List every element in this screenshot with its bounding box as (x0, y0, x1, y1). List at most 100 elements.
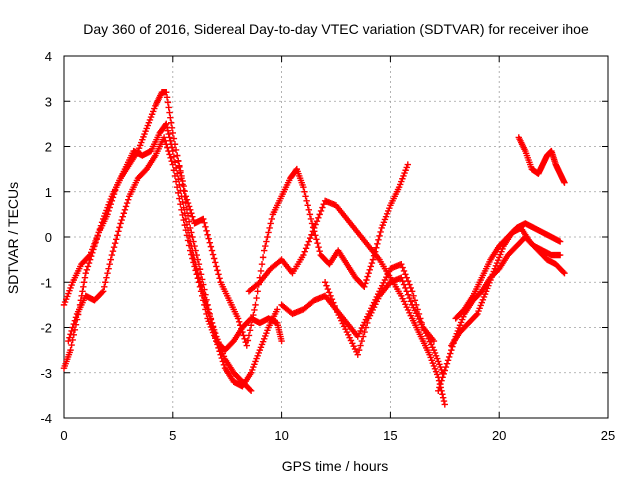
data-point (163, 89, 170, 96)
data-point-dense (116, 224, 123, 231)
data-point-dense (313, 236, 320, 243)
data-point-dense (309, 228, 317, 235)
data-point-dense (202, 306, 209, 313)
data-point-dense (106, 260, 113, 268)
data-point-dense (105, 207, 112, 215)
data-point-dense (188, 229, 195, 236)
data-point (252, 301, 259, 309)
data-point-dense (249, 316, 256, 324)
data-point-dense (66, 334, 73, 341)
data-point-dense (439, 391, 446, 398)
data-point-dense (376, 232, 383, 240)
data-point-dense (166, 109, 173, 116)
data-point (300, 184, 307, 191)
data-point-dense (235, 318, 243, 326)
data-point-dense (183, 232, 191, 239)
data-point-dense (324, 285, 332, 293)
data-point-dense (244, 337, 252, 344)
data-point-dense (250, 311, 257, 319)
data-point-dense (201, 219, 208, 227)
data-point-dense (314, 240, 321, 247)
data-point-dense (258, 260, 266, 268)
data-point-dense (403, 288, 410, 295)
data-point-dense (326, 289, 333, 296)
data-point-dense (163, 124, 171, 131)
data-point-dense (367, 263, 375, 270)
data-point-dense (188, 251, 195, 258)
data-point-dense (189, 233, 196, 241)
data-point-dense (330, 299, 337, 306)
data-point-dense (165, 104, 172, 111)
data-point-dense (113, 236, 120, 243)
data-point (260, 247, 268, 254)
x-tick-label: 0 (60, 428, 67, 443)
data-point-dense (203, 310, 210, 318)
series-track-g (321, 274, 438, 358)
data-point-dense (257, 267, 265, 275)
data-point-dense (403, 274, 410, 281)
data-point (117, 220, 124, 227)
data-point (82, 270, 89, 277)
data-point (163, 120, 170, 128)
data-point-dense (84, 263, 92, 270)
data-point-dense (307, 215, 315, 223)
data-point-dense (105, 265, 112, 272)
data-point-dense (104, 270, 111, 277)
x-axis-title: GPS time / hours (282, 458, 389, 474)
data-point-dense (263, 238, 270, 245)
data-point-dense (198, 292, 206, 300)
data-point-dense (406, 281, 413, 288)
data-point-dense (80, 283, 87, 290)
data-point-dense (237, 322, 244, 329)
data-point-dense (123, 199, 131, 207)
data-point-dense (190, 259, 197, 266)
data-point-dense (111, 240, 119, 247)
x-tick-label: 25 (601, 428, 615, 443)
data-point-dense (407, 298, 414, 305)
data-point-dense (205, 235, 212, 242)
data-point-dense (189, 255, 196, 262)
data-point-dense (404, 291, 412, 298)
data-point-dense (362, 324, 370, 331)
data-point-dense (440, 397, 448, 405)
data-point-dense (189, 213, 196, 220)
data-point-dense (399, 264, 406, 271)
data-point-dense (201, 301, 208, 309)
data-point-dense (327, 292, 334, 300)
data-point-dense (306, 234, 314, 242)
x-tick-label: 20 (492, 428, 506, 443)
data-point-dense (363, 276, 370, 284)
data-point (369, 256, 377, 263)
data-point-dense (183, 196, 191, 203)
data-point-dense (108, 197, 116, 204)
data-point-dense (122, 203, 130, 210)
data-point-dense (114, 232, 121, 239)
data-point-dense (312, 221, 319, 228)
data-point (247, 387, 255, 395)
data-point-dense (204, 231, 211, 238)
data-point-dense (368, 259, 376, 267)
series-track-i (448, 224, 568, 349)
data-point-dense (259, 254, 267, 261)
data-point-dense (375, 236, 382, 244)
chart-title: Day 360 of 2016, Sidereal Day-to-day VTE… (83, 21, 589, 37)
data-point-dense (185, 242, 193, 249)
data-point-dense (206, 239, 213, 246)
data-point (169, 129, 176, 137)
data-point-dense (210, 255, 218, 262)
data-point-dense (167, 114, 174, 121)
data-point-dense (202, 223, 209, 231)
data-point-dense (110, 190, 118, 198)
data-point-dense (444, 357, 452, 364)
data-point-dense (67, 331, 74, 338)
data-points (60, 89, 568, 408)
data-point-dense (182, 227, 190, 234)
data-point-dense (303, 197, 310, 204)
data-point (160, 134, 168, 141)
data-point-dense (179, 211, 186, 219)
data-point-dense (316, 211, 323, 218)
data-point-dense (68, 327, 75, 335)
data-point-dense (212, 259, 219, 266)
y-tick-label: 1 (45, 185, 52, 200)
data-point-dense (305, 238, 312, 245)
